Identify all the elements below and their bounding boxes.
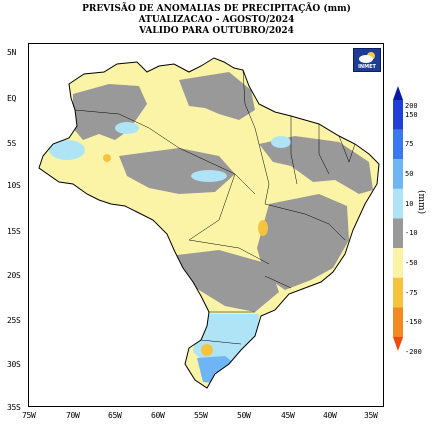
lat-label-30s: 30S (7, 360, 21, 369)
lon-label-70w: 70W (66, 411, 80, 420)
cloud-sun-icon (359, 52, 375, 63)
gray-region-southeast (257, 194, 349, 290)
brazil-outline (38, 57, 380, 389)
map-frame (28, 43, 384, 407)
colorbar-segment (393, 100, 403, 130)
orange-spot-amazonas (103, 154, 111, 162)
gray-region-south-center (169, 250, 279, 312)
lon-label-55w: 55W (194, 411, 208, 420)
colorbar-segment (393, 86, 403, 100)
lat-label-10s: 10S (7, 181, 21, 190)
inmet-logo: INMET (353, 48, 381, 72)
colorbar-label: -10 (405, 229, 418, 238)
orange-spot-rs (201, 344, 213, 356)
colorbar-segment (393, 337, 403, 351)
lat-label-25s: 25S (7, 316, 21, 325)
colorbar-label: 50 (405, 170, 414, 179)
lon-label-60w: 60W (151, 411, 165, 420)
colorbar-label: 200 (405, 102, 418, 110)
lat-label-eq: EQ (7, 94, 17, 103)
state-borders (74, 69, 356, 345)
lon-label-35w: 35W (364, 411, 378, 420)
colorbar-label: -50 (405, 258, 418, 267)
orange-spot-goias (258, 220, 268, 236)
blue-patch-mato-grosso (191, 170, 227, 182)
gray-region-center-west (119, 148, 235, 194)
title-line-1: PREVISÃO DE ANOMALIAS DE PRECIPITAÇÃO (m… (82, 4, 351, 14)
brazil-map (38, 57, 380, 389)
lon-label-40w: 40W (323, 411, 337, 420)
title-line-2: ATUALIZACAO - AGOSTO/2024 (138, 15, 295, 25)
colorbar-segment (393, 129, 403, 160)
lon-label-75w: 75W (22, 411, 36, 420)
colorbar-segment (393, 277, 403, 308)
title-line-3: VALIDO PARA OUTUBRO/2024 (139, 26, 294, 36)
colorbar-segment (393, 307, 403, 337)
colorbar-label: -75 (405, 288, 418, 297)
colorbar-segment (393, 159, 403, 189)
map-title: PREVISÃO DE ANOMALIAS DE PRECIPITAÇÃO (m… (0, 4, 433, 37)
colorbar-segment (393, 218, 403, 249)
lat-label-35s: 35S (7, 403, 21, 412)
colorbar-label: 10 (405, 199, 414, 208)
blue-patch-para (271, 136, 291, 148)
lon-label-65w: 65W (108, 411, 122, 420)
colorbar-label: -200 (405, 347, 422, 356)
colorbar-segment (393, 248, 403, 278)
lat-label-5s: 5S (7, 139, 17, 148)
lat-label-15s: 15S (7, 227, 21, 236)
lon-label-50w: 50W (237, 411, 251, 420)
unit-label: (mm) (416, 190, 426, 215)
lon-label-45w: 45W (281, 411, 295, 420)
blue-patch-northwest (115, 122, 139, 134)
lat-label-5n: 5N (7, 48, 17, 57)
colorbar-segment (393, 188, 403, 219)
logo-text: INMET (358, 64, 376, 70)
colorbar-label: -150 (405, 318, 422, 327)
colorbar (393, 86, 403, 351)
blue-region-west (49, 140, 85, 160)
colorbar-label: 75 (405, 140, 414, 149)
gray-region-north (179, 72, 255, 120)
colorbar-label: 150 (405, 110, 418, 119)
lat-label-20s: 20S (7, 271, 21, 280)
